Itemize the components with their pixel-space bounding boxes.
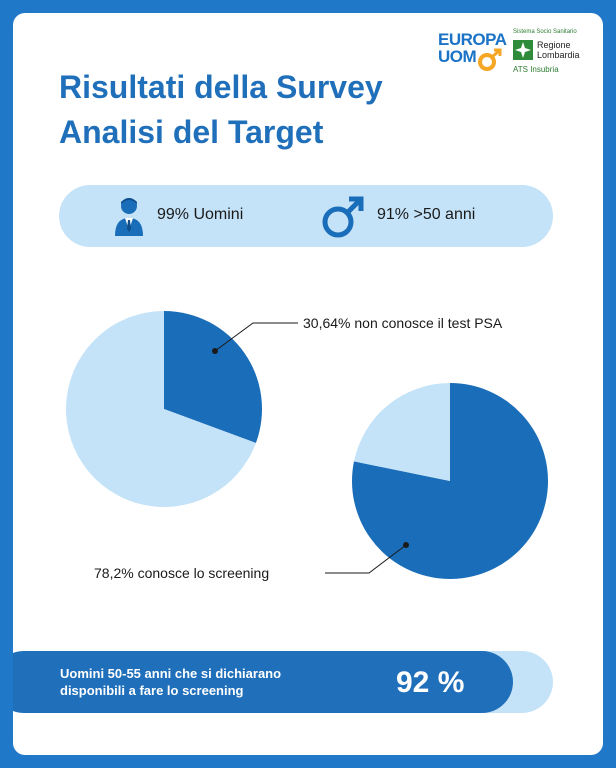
footer-description: Uomini 50-55 anni che si dichiarano disp… [60,666,282,698]
pie-label-screening: 78,2% conosce lo screening [94,565,270,581]
pie-label-psa: 30,64% non conosce il test PSA [303,315,503,331]
stat-uomini: 99% Uomini [157,206,244,223]
europa-uomo-logo: EUROPA UOM [438,31,508,73]
pie-chart-psa [65,311,262,508]
footer-value: 92 % [396,666,465,699]
leader-dot-top [212,348,218,354]
footer-pill [13,651,513,713]
pie-charts [65,311,548,579]
pie-chart-screening [352,383,548,579]
pie-slice-1-2 [65,311,256,508]
page-title: Risultati della Survey Analisi del Targe… [59,69,383,150]
male-symbol-logo-icon [478,48,502,71]
businessman-icon [115,198,143,236]
regione-lombardia-logo: Sistema Socio Sanitario Regione Lombardi… [513,29,580,74]
stat-age: 91% >50 anni [377,206,476,223]
leader-line-bottom [325,544,407,574]
infographic-card: EUROPA UOM Sistema Socio Sanitario Regio… [13,13,603,755]
male-symbol-icon [322,196,364,238]
regione-mark-icon [513,40,533,60]
pie-slice-2-1 [352,383,548,579]
stats-pill: 99% Uomini 91% >50 anni [59,185,553,247]
leader-dot-bottom [403,542,409,548]
leader-line-top [214,322,298,352]
pie-slice-1-1 [164,311,262,444]
regione-name: Regione Lombardia [537,40,580,60]
pie-slice-2-2 [353,383,450,481]
